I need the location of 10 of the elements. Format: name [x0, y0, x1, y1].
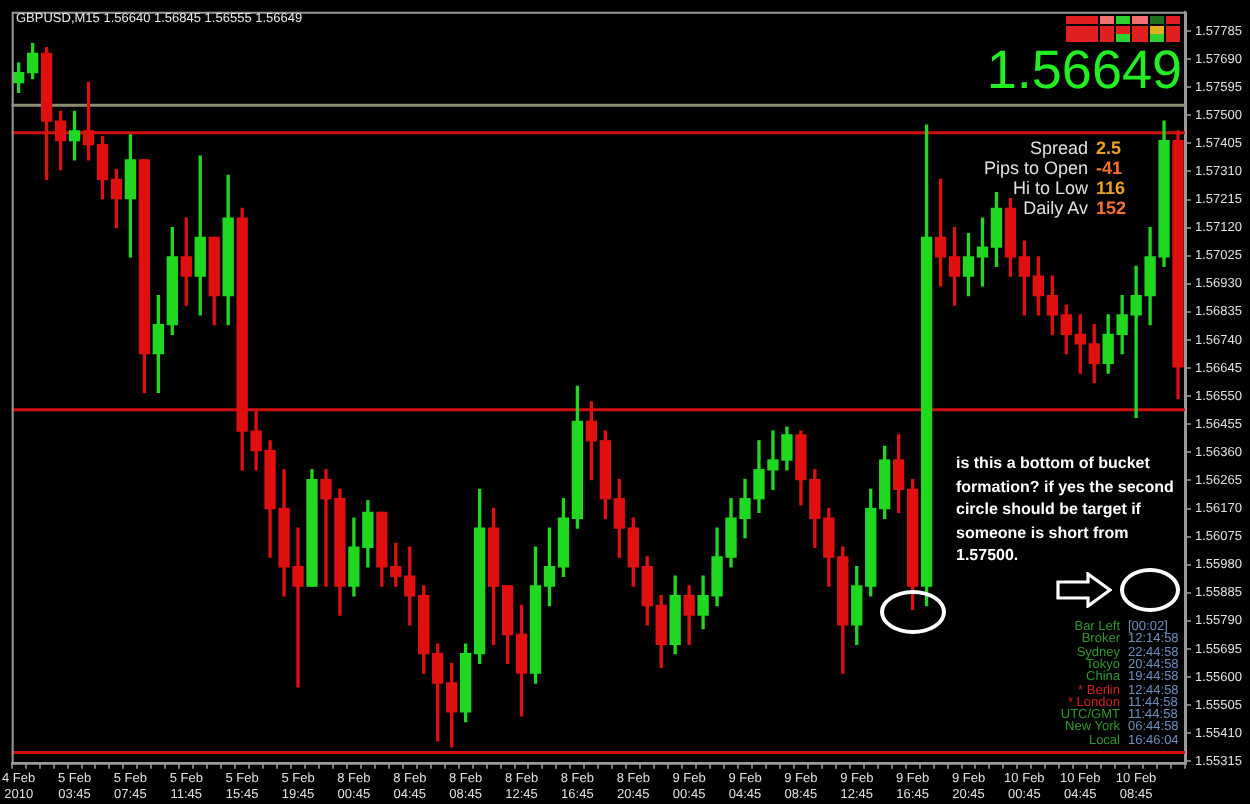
annotation: 2.5 — [1096, 138, 1122, 158]
annotation: is this a bottom of bucket formation? if yes the second circle should be target if someone is short from 1.57500. — [956, 452, 1176, 567]
annotation: 1.56649 — [986, 40, 1182, 100]
annotation: 116 — [1096, 178, 1126, 198]
annotation: -41 — [1096, 158, 1123, 178]
annotation: Daily Av — [1023, 198, 1088, 218]
annotation: Hi to Low — [1012, 178, 1088, 198]
annotation: Spread — [1029, 138, 1088, 158]
annotation: 152 — [1096, 198, 1127, 218]
annotation: Pips to Open — [983, 158, 1088, 178]
